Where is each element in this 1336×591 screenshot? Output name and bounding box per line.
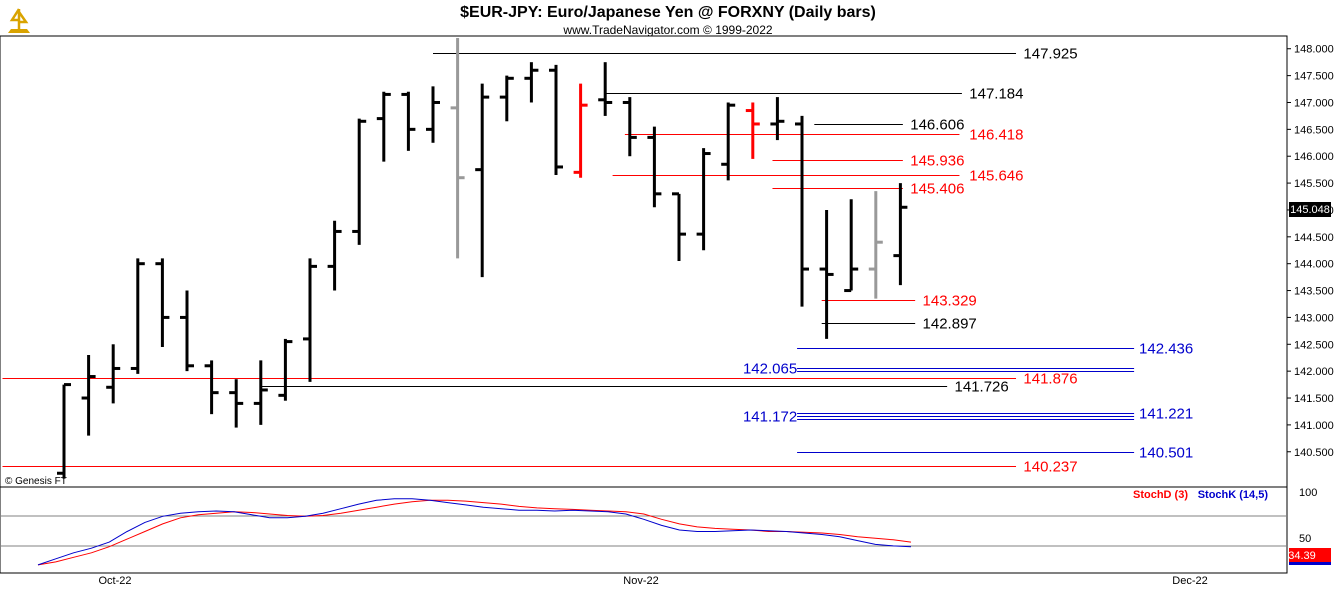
stochd-line	[37, 499, 912, 566]
level-label: 145.406	[910, 181, 964, 198]
stochastic-tick-label: 100	[1299, 487, 1317, 499]
price-tick-label: 140.500	[1294, 447, 1334, 459]
price-tick-label: 147.500	[1294, 71, 1334, 83]
level-lines: 147.925 147.184 146.606 146.418 145.936 145.6…	[2, 46, 1193, 476]
price-tick-label: 145.500	[1294, 178, 1334, 190]
stochastic-last-label: 34.39	[1288, 550, 1316, 562]
stochastic-tick-label: 50	[1299, 533, 1311, 545]
ohlc-bars	[57, 38, 908, 479]
x-tick-label: Nov-22	[623, 575, 658, 587]
price-tick-label: 143.500	[1294, 286, 1334, 298]
legend-stochk: StochK (14,5)	[1198, 489, 1269, 501]
level-label: 142.436	[1139, 341, 1193, 358]
level-label: 146.606	[910, 117, 964, 134]
price-tick-label: 141.000	[1294, 420, 1334, 432]
price-tick-label: 144.500	[1294, 232, 1334, 244]
last-price-marker: 145.048	[1289, 202, 1331, 217]
price-tick-label: 142.500	[1294, 339, 1334, 351]
stochastic-gridlines	[0, 515, 1287, 547]
price-tick-label: 146.000	[1294, 151, 1334, 163]
stochk-line	[37, 498, 912, 566]
stochastic-panel	[0, 486, 1288, 574]
trade-navigator-logo-icon	[3, 4, 35, 36]
level-label: 141.172	[743, 409, 797, 426]
price-tick-label: 144.000	[1294, 259, 1334, 271]
level-label: 140.501	[1139, 445, 1193, 462]
price-panel	[0, 35, 1288, 488]
level-label: 141.221	[1139, 406, 1193, 423]
last-price-label: 145.048	[1290, 204, 1330, 216]
price-tick-label: 142.000	[1294, 366, 1334, 378]
level-label: 140.237	[1023, 459, 1077, 476]
price-tick-label: 148.000	[1294, 44, 1334, 56]
watermark: © Genesis FT	[5, 476, 67, 487]
level-label: 145.646	[969, 168, 1023, 185]
level-label: 146.418	[969, 127, 1023, 144]
legend-stochd: StochD (3)	[1133, 489, 1188, 501]
x-tick-label: Oct-22	[98, 575, 131, 587]
chart-subtitle: www.TradeNavigator.com © 1999-2022	[562, 23, 772, 37]
level-label: 147.925	[1023, 46, 1077, 63]
level-label: 141.876	[1023, 371, 1077, 388]
level-label: 142.897	[923, 316, 977, 333]
price-tick-label: 147.000	[1294, 97, 1334, 109]
level-label: 141.726	[955, 379, 1009, 396]
level-label: 142.065	[743, 361, 797, 378]
price-tick-label: 146.500	[1294, 124, 1334, 136]
price-axis: 148.000 147.500 147.000 146.500 146.000 145.5…	[1287, 44, 1334, 459]
x-axis: Oct-22 Nov-22 Dec-22	[98, 575, 1207, 587]
stochastic-last-marker: 34.39	[1288, 548, 1331, 565]
stochastic-axis: 100 50	[1299, 487, 1317, 545]
price-tick-label: 143.000	[1294, 312, 1334, 324]
x-tick-label: Dec-22	[1172, 575, 1207, 587]
level-label: 145.936	[910, 153, 964, 170]
level-label: 143.329	[923, 293, 977, 310]
stochastic-lines	[37, 498, 912, 566]
price-tick-label: 141.500	[1294, 393, 1334, 405]
chart-title: $EUR-JPY: Euro/Japanese Yen @ FORXNY (Da…	[460, 4, 876, 21]
level-label: 147.184	[969, 86, 1023, 103]
